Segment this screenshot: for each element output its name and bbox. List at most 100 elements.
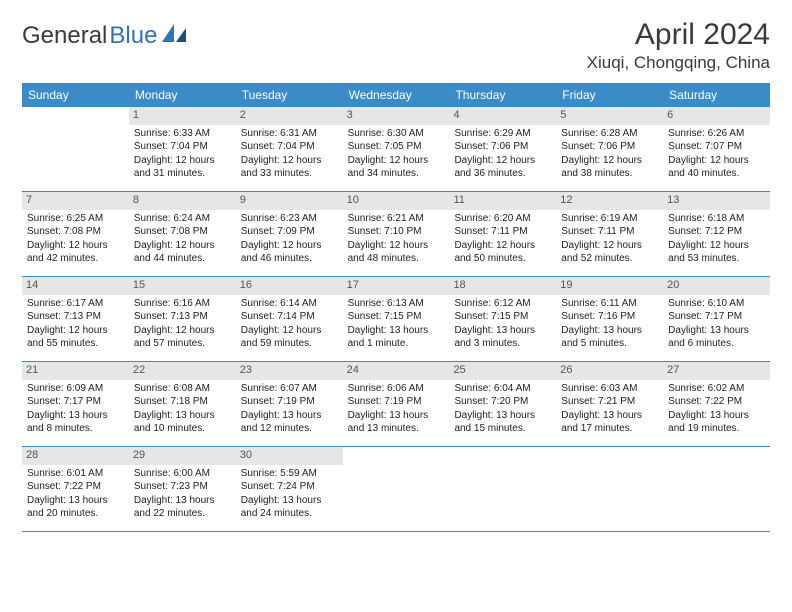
day-cell: 20Sunrise: 6:10 AMSunset: 7:17 PMDayligh… [663, 277, 770, 361]
day-number: 13 [663, 192, 770, 210]
sun-info-line: Sunset: 7:06 PM [454, 141, 551, 154]
sun-info-line: Daylight: 13 hours [561, 410, 658, 423]
sun-info-line: Sunrise: 6:10 AM [668, 298, 765, 311]
sun-info-line: and 13 minutes. [348, 423, 445, 436]
day-number: 1 [129, 107, 236, 125]
sun-info-line: Sunrise: 6:00 AM [134, 468, 231, 481]
day-cell: 27Sunrise: 6:02 AMSunset: 7:22 PMDayligh… [663, 362, 770, 446]
sun-info-line: Daylight: 12 hours [348, 155, 445, 168]
sun-info-line: Daylight: 13 hours [668, 325, 765, 338]
sun-info-line: and 55 minutes. [27, 338, 124, 351]
calendar-grid: 1Sunrise: 6:33 AMSunset: 7:04 PMDaylight… [22, 107, 770, 532]
sun-info-line: Sunset: 7:12 PM [668, 226, 765, 239]
sun-info-line: Sunrise: 6:11 AM [561, 298, 658, 311]
sun-info-line: Daylight: 13 hours [668, 410, 765, 423]
day-cell: 28Sunrise: 6:01 AMSunset: 7:22 PMDayligh… [22, 447, 129, 531]
sun-info-line: Sunrise: 6:30 AM [348, 128, 445, 141]
day-cell: 18Sunrise: 6:12 AMSunset: 7:15 PMDayligh… [449, 277, 556, 361]
sun-info-line: Daylight: 12 hours [241, 155, 338, 168]
sun-info-line: Sunrise: 6:29 AM [454, 128, 551, 141]
sail-icon [162, 24, 188, 49]
sun-info-line: and 19 minutes. [668, 423, 765, 436]
sun-info-line: and 8 minutes. [27, 423, 124, 436]
sun-info-line: and 24 minutes. [241, 508, 338, 521]
sun-info-line: Daylight: 13 hours [134, 495, 231, 508]
sun-info-line: Sunrise: 6:08 AM [134, 383, 231, 396]
day-cell: 17Sunrise: 6:13 AMSunset: 7:15 PMDayligh… [343, 277, 450, 361]
sun-info-line: Daylight: 12 hours [348, 240, 445, 253]
sun-info-line: Sunrise: 6:17 AM [27, 298, 124, 311]
sun-info-line: and 12 minutes. [241, 423, 338, 436]
sun-info-line: and 15 minutes. [454, 423, 551, 436]
sun-info-line: Sunset: 7:13 PM [134, 311, 231, 324]
day-cell: 7Sunrise: 6:25 AMSunset: 7:08 PMDaylight… [22, 192, 129, 276]
sun-info-line: Sunset: 7:17 PM [27, 396, 124, 409]
sun-info-line: Daylight: 12 hours [561, 240, 658, 253]
day-number: 11 [449, 192, 556, 210]
day-number: 10 [343, 192, 450, 210]
sun-info-line: Sunrise: 6:02 AM [668, 383, 765, 396]
weekday-header: Friday [556, 83, 663, 107]
sun-info-line: Sunrise: 6:13 AM [348, 298, 445, 311]
sun-info-line: and 42 minutes. [27, 253, 124, 266]
day-cell: 11Sunrise: 6:20 AMSunset: 7:11 PMDayligh… [449, 192, 556, 276]
sun-info-line: Sunrise: 6:20 AM [454, 213, 551, 226]
weekday-header: Monday [129, 83, 236, 107]
sun-info-line: Sunset: 7:06 PM [561, 141, 658, 154]
sun-info-line: and 44 minutes. [134, 253, 231, 266]
sun-info-line: and 53 minutes. [668, 253, 765, 266]
sun-info-line: Sunset: 7:18 PM [134, 396, 231, 409]
day-number: 30 [236, 447, 343, 465]
sun-info-line: Daylight: 12 hours [668, 240, 765, 253]
sun-info-line: Daylight: 12 hours [241, 325, 338, 338]
day-cell: 15Sunrise: 6:16 AMSunset: 7:13 PMDayligh… [129, 277, 236, 361]
day-cell: 2Sunrise: 6:31 AMSunset: 7:04 PMDaylight… [236, 107, 343, 191]
day-cell [22, 107, 129, 191]
sun-info-line: Daylight: 12 hours [27, 240, 124, 253]
sun-info-line: Daylight: 13 hours [27, 495, 124, 508]
day-number: 9 [236, 192, 343, 210]
sun-info-line: and 6 minutes. [668, 338, 765, 351]
day-cell [343, 447, 450, 531]
day-number: 5 [556, 107, 663, 125]
sun-info-line: Sunset: 7:11 PM [454, 226, 551, 239]
sun-info-line: Daylight: 13 hours [454, 410, 551, 423]
day-number: 17 [343, 277, 450, 295]
day-number: 7 [22, 192, 129, 210]
sun-info-line: Daylight: 12 hours [27, 325, 124, 338]
day-number: 18 [449, 277, 556, 295]
sun-info-line: Sunrise: 6:16 AM [134, 298, 231, 311]
sun-info-line: Sunrise: 6:21 AM [348, 213, 445, 226]
day-number: 22 [129, 362, 236, 380]
day-cell: 19Sunrise: 6:11 AMSunset: 7:16 PMDayligh… [556, 277, 663, 361]
sun-info-line: Sunset: 7:04 PM [134, 141, 231, 154]
day-cell: 12Sunrise: 6:19 AMSunset: 7:11 PMDayligh… [556, 192, 663, 276]
sun-info-line: Sunrise: 6:19 AM [561, 213, 658, 226]
day-cell: 23Sunrise: 6:07 AMSunset: 7:19 PMDayligh… [236, 362, 343, 446]
sun-info-line: Sunset: 7:22 PM [27, 481, 124, 494]
sun-info-line: Daylight: 13 hours [348, 325, 445, 338]
day-number: 4 [449, 107, 556, 125]
sun-info-line: Sunrise: 6:07 AM [241, 383, 338, 396]
sun-info-line: Daylight: 12 hours [134, 155, 231, 168]
day-cell [556, 447, 663, 531]
day-number: 27 [663, 362, 770, 380]
weekday-header: Wednesday [343, 83, 450, 107]
day-cell: 24Sunrise: 6:06 AMSunset: 7:19 PMDayligh… [343, 362, 450, 446]
sun-info-line: and 5 minutes. [561, 338, 658, 351]
sun-info-line: Sunset: 7:16 PM [561, 311, 658, 324]
sun-info-line: Daylight: 12 hours [134, 240, 231, 253]
sun-info-line: Sunset: 7:24 PM [241, 481, 338, 494]
calendar-page: GeneralBlue April 2024 Xiuqi, Chongqing,… [0, 0, 792, 550]
day-cell [663, 447, 770, 531]
day-number: 28 [22, 447, 129, 465]
sun-info-line: Sunset: 7:13 PM [27, 311, 124, 324]
sun-info-line: and 33 minutes. [241, 168, 338, 181]
day-cell: 13Sunrise: 6:18 AMSunset: 7:12 PMDayligh… [663, 192, 770, 276]
sun-info-line: and 50 minutes. [454, 253, 551, 266]
sun-info-line: and 17 minutes. [561, 423, 658, 436]
sun-info-line: Daylight: 12 hours [134, 325, 231, 338]
brand-part2: Blue [109, 22, 157, 50]
sun-info-line: and 36 minutes. [454, 168, 551, 181]
day-cell: 21Sunrise: 6:09 AMSunset: 7:17 PMDayligh… [22, 362, 129, 446]
